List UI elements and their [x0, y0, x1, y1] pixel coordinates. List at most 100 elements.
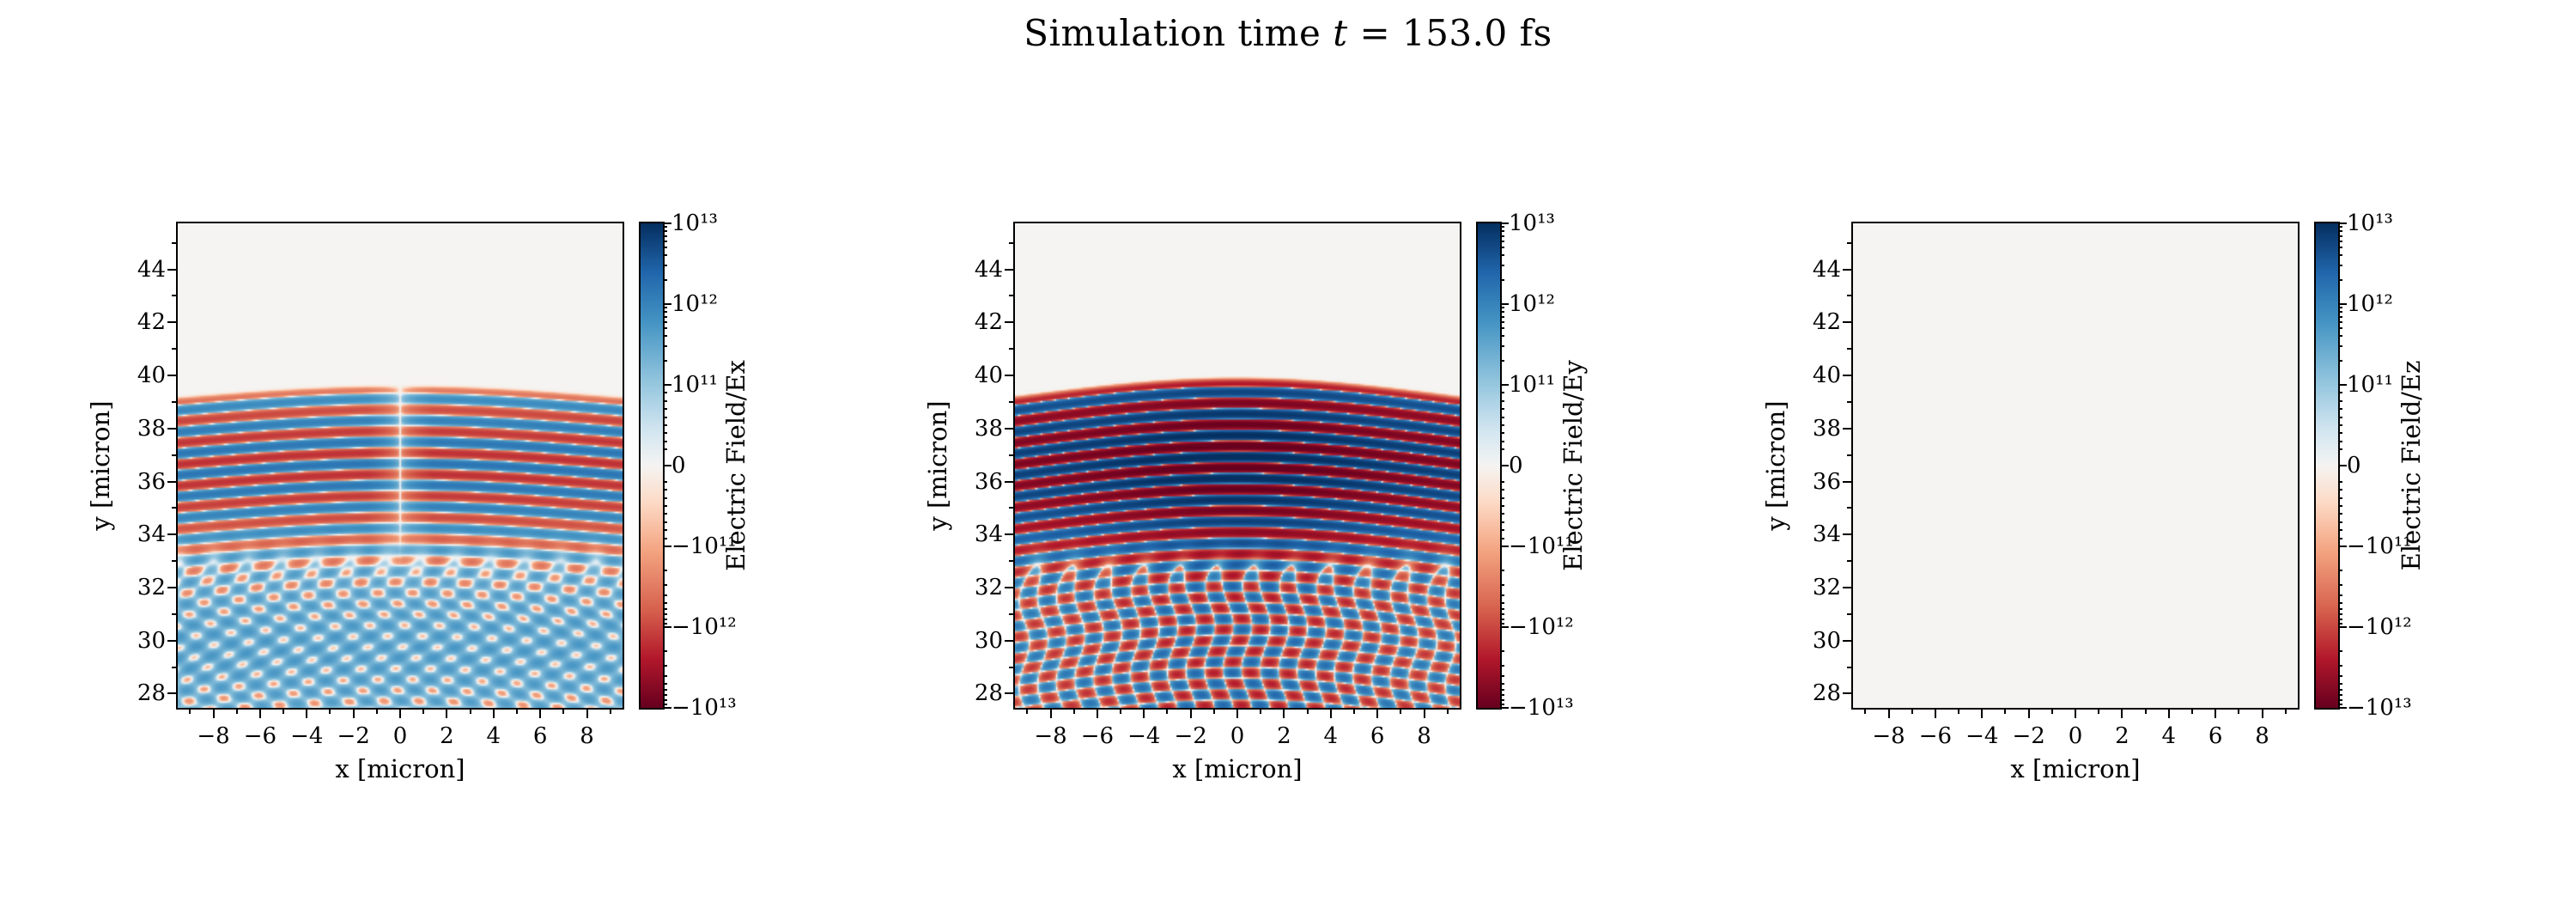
colorbar-minor-tick-mark — [663, 608, 667, 611]
colorbar-minor-tick-mark — [663, 416, 667, 418]
colorbar-minor-tick-mark — [2338, 311, 2342, 314]
colorbar-minor-tick-mark — [2338, 448, 2342, 451]
y-tick-label: 32 — [974, 575, 1003, 600]
x-tick-label: 0 — [1230, 723, 1245, 749]
x-minor-tick-mark — [2050, 710, 2053, 714]
y-tick-label: 34 — [974, 521, 1003, 548]
colorbar-minor-tick-mark — [663, 489, 667, 491]
y-minor-tick-mark — [1009, 613, 1013, 615]
colorbar-label-ex: Electric Field/Ex — [721, 360, 750, 571]
x-tick-mark — [258, 710, 261, 718]
colorbar-minor-tick-mark — [663, 480, 667, 483]
x-tick-label: 2 — [2115, 723, 2129, 749]
y-tick-label: 30 — [1812, 627, 1841, 654]
y-tick-mark — [167, 692, 176, 695]
colorbar-ex: 10¹³ 10¹² 10¹¹ 0 −10¹¹ −10¹² −10¹³ — [639, 210, 737, 721]
colorbar-minor-tick-mark — [1500, 608, 1504, 611]
x-minor-tick-mark — [2284, 710, 2287, 714]
y-tick-mark — [1005, 692, 1013, 695]
x-tick-label: 6 — [2208, 723, 2223, 749]
y-tick-label: 36 — [137, 468, 166, 495]
y-tick-label: 42 — [974, 309, 1003, 336]
x-tick-mark — [446, 710, 448, 718]
y-minor-tick-mark — [1009, 400, 1013, 403]
y-axis-label: y [micron] — [923, 400, 952, 531]
y-tick-label: 38 — [974, 415, 1003, 442]
colorbar-tick-label: 10¹² — [1509, 291, 1555, 317]
colorbar-tick-label: 10¹¹ — [671, 372, 718, 398]
colorbar-minor-tick-mark — [2338, 226, 2342, 229]
colorbar-minor-tick-mark — [1500, 521, 1504, 523]
y-axis-label: y [micron] — [1761, 400, 1790, 531]
colorbar-ez: 10¹³ 10¹² 10¹¹ 0 −10¹¹ −10¹² −10¹³ — [2314, 210, 2412, 721]
colorbar-tick-mark — [1500, 303, 1509, 305]
x-tick-label: 4 — [1323, 723, 1339, 749]
y-tick-mark — [1843, 427, 1851, 430]
colorbar-tick-label: −10¹³ — [2347, 695, 2412, 721]
colorbar-minor-tick-mark — [2338, 618, 2342, 620]
y-minor-tick-mark — [1009, 241, 1013, 244]
colorbar-minor-tick-mark — [1500, 537, 1504, 539]
y-tick-mark — [1843, 321, 1851, 324]
x-tick-mark — [1096, 710, 1098, 718]
colorbar-minor-tick-mark — [663, 497, 667, 499]
y-tick-mark — [1005, 639, 1013, 642]
y-tick-label: 38 — [1812, 415, 1841, 442]
colorbar-tick-label: 0 — [2347, 453, 2361, 478]
colorbar-minor-tick-mark — [663, 674, 667, 677]
y-tick-label: 42 — [1812, 309, 1841, 336]
y-tick-mark — [1005, 480, 1013, 483]
colorbar-minor-tick-mark — [2338, 489, 2342, 491]
colorbar-minor-tick-mark — [1500, 278, 1504, 281]
x-tick-label: −8 — [1872, 723, 1905, 749]
x-tick-label: −2 — [1174, 723, 1207, 749]
y-tick-mark — [1843, 587, 1851, 588]
colorbar-minor-tick-mark — [2338, 521, 2342, 523]
title-variable: t — [1333, 12, 1348, 54]
x-minor-tick-mark — [2190, 710, 2193, 714]
x-minor-tick-mark — [1352, 710, 1355, 714]
colorbar-minor-tick-mark — [663, 583, 667, 586]
colorbar-minor-tick-mark — [2338, 613, 2342, 616]
y-minor-tick-mark — [172, 400, 176, 403]
colorbar-minor-tick-mark — [663, 618, 667, 620]
x-tick-label: −6 — [1080, 723, 1115, 749]
y-minor-tick-mark — [1847, 348, 1851, 350]
colorbar-minor-tick-mark — [2338, 698, 2342, 701]
colorbar-tick-mark — [663, 303, 671, 305]
colorbar-minor-tick-mark — [1500, 315, 1504, 318]
colorbar-minor-tick-mark — [1500, 594, 1504, 596]
colorbar-tick-mark — [663, 465, 671, 466]
x-axis-label: x [micron] — [335, 754, 465, 783]
x-tick-mark — [212, 710, 215, 718]
colorbar-tick-mark — [1500, 384, 1509, 386]
x-tick-label: −2 — [2012, 723, 2045, 749]
y-tick-label: 28 — [1812, 680, 1841, 707]
x-minor-tick-mark — [1306, 710, 1309, 714]
x-minor-tick-mark — [1166, 710, 1169, 714]
y-tick-label: 42 — [137, 309, 166, 336]
y-tick-label: 40 — [137, 363, 166, 389]
colorbar-tick-label: 10¹³ — [671, 210, 718, 236]
colorbar-minor-tick-mark — [2338, 424, 2342, 426]
colorbar-tick-label: −10¹³ — [1509, 695, 1574, 721]
y-tick-label: 40 — [974, 363, 1003, 389]
y-minor-tick-mark — [1009, 666, 1013, 668]
colorbar-minor-tick-mark — [2338, 480, 2342, 483]
colorbar-tick-mark — [2338, 384, 2347, 386]
colorbar-minor-tick-mark — [1500, 424, 1504, 426]
colorbar-tick-mark — [1500, 545, 1509, 547]
colorbar-minor-tick-mark — [663, 254, 667, 257]
colorbar-minor-tick-mark — [663, 664, 667, 667]
x-tick-mark — [2121, 710, 2123, 718]
colorbar-ey: 10¹³ 10¹² 10¹¹ 0 −10¹¹ −10¹² −10¹³ — [1476, 210, 1574, 721]
x-tick-mark — [352, 710, 355, 718]
colorbar-minor-tick-mark — [1500, 320, 1504, 323]
colorbar-tick-mark — [663, 384, 671, 386]
colorbar-minor-tick-mark — [1500, 489, 1504, 491]
colorbar-minor-tick-mark — [1500, 254, 1504, 257]
colorbar-minor-tick-mark — [663, 613, 667, 616]
colorbar-tick-mark — [2338, 707, 2347, 709]
y-minor-tick-mark — [172, 507, 176, 509]
y-tick-label: 44 — [137, 256, 166, 283]
